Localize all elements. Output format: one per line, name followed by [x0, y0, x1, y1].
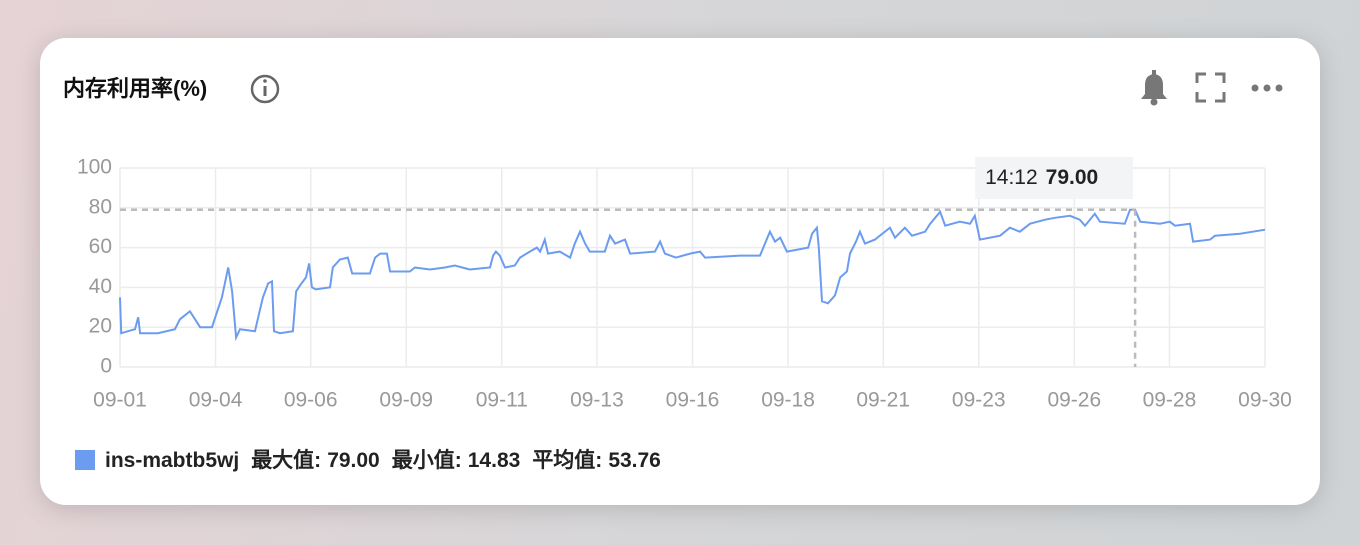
x-tick-label: 09-04: [189, 389, 243, 412]
x-tick-label: 09-13: [570, 389, 624, 412]
stat-value: 79.00: [327, 449, 380, 472]
legend-swatch: [75, 450, 95, 470]
x-tick-label: 09-06: [284, 389, 338, 412]
stat-value: 53.76: [608, 449, 661, 472]
tooltip-box: [975, 157, 1134, 199]
tooltip-value: 79.00: [1046, 166, 1099, 189]
more-icon[interactable]: [1251, 84, 1283, 92]
x-tick-label: 09-28: [1143, 389, 1197, 412]
card: [40, 38, 1320, 505]
stat-label: 最大值:: [251, 448, 321, 472]
fullscreen-icon[interactable]: [1195, 72, 1226, 103]
y-tick-label: 100: [77, 156, 112, 179]
tooltip: 14:12 79.00: [985, 166, 1098, 189]
y-tick-label: 0: [100, 355, 112, 378]
line: [119, 208, 1266, 342]
chart-title: 内存利用率(%): [63, 76, 207, 101]
x-tick-label: 09-01: [93, 389, 147, 412]
legend: ins-mabtb5wj 最大值: 79.00 最小值: 14.83 平均值: 53.76: [105, 448, 661, 472]
legend-name: ins-mabtb5wj: [105, 449, 239, 472]
x-tick-label: 09-11: [476, 389, 528, 412]
info-icon[interactable]: [250, 74, 280, 104]
stat-label: 平均值:: [532, 448, 602, 472]
tooltip-time: 14:12: [985, 166, 1038, 189]
x-tick-label: 09-18: [761, 389, 815, 412]
y-tick-label: 20: [89, 315, 112, 338]
stat-value: 14.83: [468, 449, 521, 472]
y-tick-label: 40: [89, 275, 112, 298]
x-tick-label: 09-23: [952, 389, 1006, 412]
y-tick-label: 80: [89, 195, 112, 218]
x-tick-label: 09-21: [856, 389, 910, 412]
x-tick-label: 09-16: [666, 389, 720, 412]
alarm-icon[interactable]: [1141, 70, 1167, 106]
x-tick-label: 09-30: [1238, 389, 1292, 412]
stat-label: 最小值:: [392, 448, 462, 472]
y-tick-label: 60: [89, 235, 112, 258]
x-tick-label: 09-09: [379, 389, 433, 412]
x-tick-label: 09-26: [1047, 389, 1101, 412]
